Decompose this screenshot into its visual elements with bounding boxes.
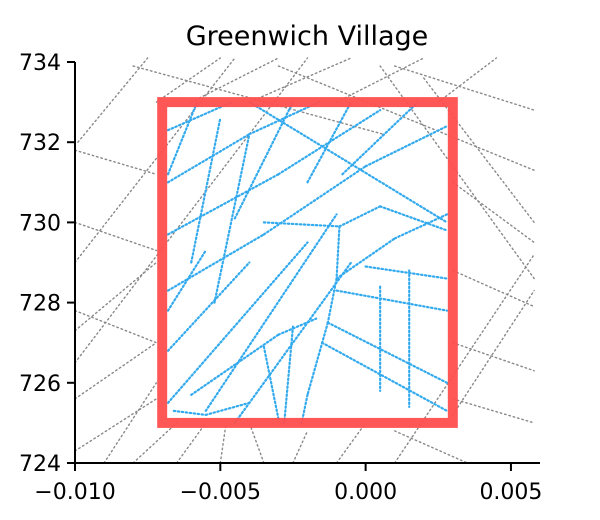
y-tick-label: 724 — [19, 452, 61, 477]
inside-street-segment-3 — [166, 173, 280, 236]
inside-street-segment-22 — [379, 205, 449, 232]
outside-street-segment-0 — [77, 57, 149, 143]
outside-street-segment-11 — [452, 398, 535, 424]
outside-street-segment-26 — [155, 57, 222, 103]
inside-street-segment-35 — [172, 409, 207, 416]
outside-street-segment-16 — [219, 422, 227, 464]
inside-street-segment-19 — [166, 249, 207, 312]
outside-street-segment-10 — [452, 342, 535, 372]
inside-street-segment-24 — [326, 277, 338, 324]
outside-street-segment-4 — [277, 65, 535, 171]
outside-street-segment-23 — [103, 382, 158, 464]
inside-street-segment-30 — [335, 289, 449, 312]
inside-street-segment-23 — [335, 225, 341, 280]
outside-street-segment-27 — [190, 57, 280, 103]
inside-street-segment-20 — [262, 221, 341, 228]
y-tick-label: 732 — [19, 131, 61, 156]
outside-street-segment-25 — [176, 422, 207, 464]
y-tick-label: 734 — [19, 51, 61, 76]
y-tick-label: 728 — [19, 292, 61, 317]
outside-street-segment-22 — [74, 261, 158, 332]
outside-street-segment-15 — [248, 422, 265, 464]
inside-street-segment-33 — [190, 333, 280, 396]
inside-street-segment-7 — [364, 125, 449, 168]
outside-street-segment-17 — [74, 398, 158, 452]
x-tick-label: 0.005 — [479, 480, 542, 505]
inside-street-segment-5 — [166, 233, 266, 292]
outside-street-segment-2 — [74, 57, 309, 364]
outside-street-segment-1 — [74, 57, 236, 264]
outside-street-segment-32 — [393, 430, 469, 464]
outside-street-segment-31 — [335, 422, 367, 464]
outside-street-segment-18 — [74, 309, 158, 344]
inside-street-segment-8 — [248, 100, 449, 224]
y-tick-label: 726 — [19, 372, 61, 397]
inside-street-segment-6 — [262, 165, 367, 236]
x-axis-ticks: −0.010 −0.005 0.000 0.005 — [34, 463, 542, 505]
inside-street-segment-34 — [277, 317, 318, 336]
chart-title: Greenwich Village — [186, 21, 429, 52]
inside-street-segment-40 — [283, 325, 295, 424]
neighborhood-boundary-box — [157, 97, 458, 428]
inside-street-segment-1 — [166, 133, 251, 184]
x-tick-label: −0.005 — [180, 480, 261, 505]
axes: −0.010 −0.005 0.000 0.005 724 726 728 730 732 73… — [19, 51, 542, 505]
outside-street-segment-9 — [452, 269, 535, 308]
inside-street-segment-15 — [166, 261, 251, 352]
inside-street-segment-18 — [233, 261, 353, 424]
outside-street-segment-12 — [452, 289, 535, 416]
inside-street-segment-36 — [204, 401, 251, 416]
outside-street-segment-19 — [74, 221, 158, 252]
x-tick-label: 0.000 — [334, 480, 397, 505]
inside-street-segment-31 — [364, 265, 449, 280]
outside-street-segment-20 — [74, 149, 158, 175]
outside-street-segment-14 — [292, 430, 309, 464]
outside-street-segment-8 — [452, 181, 535, 244]
y-axis-ticks: 724 726 728 730 732 734 — [19, 51, 75, 477]
inside-street-network — [166, 100, 449, 424]
outside-street-segment-29 — [335, 57, 425, 103]
outside-street-segment-5 — [393, 65, 535, 111]
x-tick-label: −0.010 — [34, 480, 115, 505]
outside-street-segment-13 — [393, 253, 535, 464]
outside-street-segment-3 — [132, 65, 384, 135]
inside-street-segment-9 — [166, 100, 199, 176]
inside-street-segment-29 — [326, 321, 449, 384]
inside-street-segment-32 — [320, 341, 449, 412]
inside-street-segment-11 — [213, 133, 251, 304]
inside-street-segment-17 — [204, 213, 338, 412]
outside-street-segment-24 — [132, 422, 178, 464]
inside-street-segment-27 — [335, 237, 396, 280]
outside-street-segment-6 — [423, 77, 535, 224]
inside-street-segment-16 — [166, 241, 309, 404]
inside-street-segment-12 — [233, 100, 295, 220]
inside-street-segment-39 — [262, 345, 280, 420]
outside-street-segment-30 — [437, 57, 498, 103]
inside-street-segment-28 — [393, 213, 449, 240]
outside-street-segment-28 — [248, 57, 352, 103]
inside-street-segment-13 — [306, 100, 353, 184]
y-tick-label: 730 — [19, 211, 61, 236]
inside-street-segment-14 — [341, 100, 420, 176]
inside-street-segment-25 — [306, 321, 329, 396]
inside-street-segment-21 — [338, 205, 382, 228]
outside-street-segment-21 — [74, 342, 158, 400]
inside-street-segment-10 — [190, 117, 222, 264]
